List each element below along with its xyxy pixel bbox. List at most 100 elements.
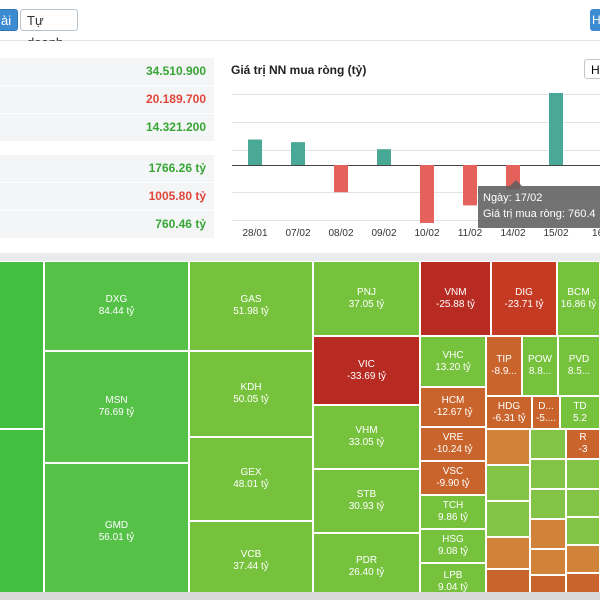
treemap-cell-gas[interactable]: GAS 51.98 tỷ [189,261,313,351]
ticker-value: 9.08 tỷ [437,546,469,557]
ticker-symbol: VHC [442,349,464,361]
treemap-cell[interactable] [486,429,530,465]
ticker-symbol: VRE [442,432,464,443]
ticker-symbol: STB [356,489,377,500]
ticker-value: 37.05 tỷ [348,298,385,310]
ticker-value: 30.93 tỷ [348,501,385,512]
ticker-value: 13.20 tỷ [435,361,471,373]
treemap-cell-vhm[interactable]: VHM 33.05 tỷ [313,405,420,469]
x-tick-label: 11/02 [458,228,483,239]
stat-row: 1766.26 tỷ [0,155,214,182]
treemap-cell[interactable] [530,459,566,489]
bar-10/02 [420,165,434,223]
stat-row: 14.321.200 [0,114,214,141]
x-tick-label: 15/02 [543,228,568,239]
bar-09/02 [377,149,391,165]
treemap-cell-pvd[interactable]: PVD 8.5... [558,336,600,396]
treemap-cell-hdg[interactable]: HDG -6.31 tỷ [486,396,532,429]
scrollbar-track[interactable] [0,592,600,600]
summary-panel: 34.510.900 20.189.700 14.321.200 1766.26… [0,41,600,253]
ticker-symbol: POW [528,354,552,365]
ticker-value: 5.2 [573,412,587,424]
treemap-cell-hsg[interactable]: HSG 9.08 tỷ [420,529,486,563]
treemap-cell[interactable] [566,545,600,573]
treemap-cell[interactable] [566,489,600,517]
treemap-cell-vsc[interactable]: VSC -9.90 tỷ [420,461,486,495]
treemap-cell[interactable] [486,465,530,501]
top-toolbar: ài Tự doanh H [0,0,600,50]
ticker-symbol: TCH [442,500,464,511]
tab-proprietary[interactable]: Tự doanh [20,9,78,50]
treemap-cell[interactable] [566,517,600,545]
treemap-cell-vhc[interactable]: VHC 13.20 tỷ [420,336,486,387]
x-tick-label: 09/02 [371,228,396,239]
chart-tooltip: Ngày: 17/02 Giá trị mua ròng: 760.4 [478,180,600,228]
treemap-cell[interactable] [530,519,566,549]
treemap-cell-pnj[interactable]: PNJ 37.05 tỷ [313,261,420,336]
ticker-symbol: PNJ [357,286,376,298]
ticker-value: -9.90 tỷ [436,478,470,489]
ticker-value: 33.05 tỷ [348,437,385,448]
chart-selector[interactable]: H [584,59,600,79]
treemap-cell[interactable] [530,549,566,575]
ticker-symbol: MSN [105,395,128,406]
treemap-cell-vic[interactable]: VIC -33.69 tỷ [313,336,420,405]
treemap-cell[interactable] [486,537,530,569]
ticker-value: -8.9... [491,366,517,377]
treemap-cell-gex[interactable]: GEX 48.01 tỷ [189,437,313,521]
treemap-cell-gmd[interactable]: GMD 56.01 tỷ [44,463,189,600]
ticker-symbol: D... [538,400,554,412]
ticker-symbol: TD [573,400,587,412]
stat-row: 1005.80 tỷ [0,183,214,210]
treemap-cell-pdr[interactable]: PDR 26.40 tỷ [313,533,420,600]
treemap-cell-d[interactable]: D... -5.... [532,396,560,429]
treemap-cell-pow[interactable]: POW 8.8... [522,336,558,396]
ticker-symbol: LPB [443,569,463,581]
bar-28/01 [248,139,262,165]
ticker-value: 56.01 tỷ [98,531,135,543]
treemap-cell-vre[interactable]: VRE -10.24 tỷ [420,427,486,461]
treemap-cell-td[interactable]: TD 5.2 [560,396,600,429]
ticker-value: 50.05 tỷ [233,394,269,405]
treemap-cell[interactable] [566,459,600,489]
treemap-cell[interactable] [530,429,566,459]
x-tick-label: 14/02 [500,228,525,239]
section-gap [0,253,600,261]
treemap-cell-stb[interactable]: STB 30.93 tỷ [313,469,420,533]
x-tick-label: 10/02 [414,228,439,239]
bar-07/02 [291,142,305,165]
treemap-cell-bcm[interactable]: BCM 16.86 tỷ [557,261,600,336]
treemap-cell-dig[interactable]: DIG -23.71 tỷ [491,261,557,336]
corner-button[interactable]: H [590,9,600,31]
ticker-symbol: R [579,432,587,443]
treemap-cell[interactable] [530,489,566,519]
stat-row: 34.510.900 [0,58,214,85]
treemap-cell-r[interactable]: R -3 [566,429,600,459]
tooltip-value: Giá trị mua ròng: 760.4 [483,208,596,220]
treemap-cell[interactable] [486,501,530,537]
ticker-symbol: DXG [105,294,128,305]
stat-value: 20.189.700 [145,92,206,106]
stat-value: 14.321.200 [145,120,206,134]
treemap-cell-kdh[interactable]: KDH 50.05 tỷ [189,351,313,437]
ticker-value: 8.5... [567,366,591,377]
treemap-cell-tch[interactable]: TCH 9.86 tỷ [420,495,486,529]
ticker-value: 16.86 tỷ [560,298,597,310]
ticker-symbol: DIG [515,286,533,298]
ticker-value: -10.24 tỷ [433,444,473,455]
treemap-cell-vcb[interactable]: VCB 37.44 tỷ [189,521,313,600]
treemap-cell-vnm[interactable]: VNM -25.88 tỷ [420,261,491,336]
chart-title: Giá trị NN mua ròng (tỷ) [231,63,367,77]
treemap-cell[interactable] [0,261,44,429]
treemap-cell[interactable] [0,429,44,600]
stat-row: 760.46 tỷ [0,211,214,238]
ticker-value: 48.01 tỷ [233,479,269,490]
tab-foreign[interactable]: ài [0,9,18,31]
treemap-cell-tip[interactable]: TIP -8.9... [486,336,522,396]
treemap-cell-dxg[interactable]: DXG 84.44 tỷ [44,261,189,351]
treemap-cell-msn[interactable]: MSN 76.69 tỷ [44,351,189,463]
ticker-value: 8.8... [528,366,552,377]
ticker-symbol: VNM [444,286,467,298]
treemap-cell-hcm[interactable]: HCM -12.67 tỷ [420,387,486,427]
bar-11/02 [463,165,477,206]
